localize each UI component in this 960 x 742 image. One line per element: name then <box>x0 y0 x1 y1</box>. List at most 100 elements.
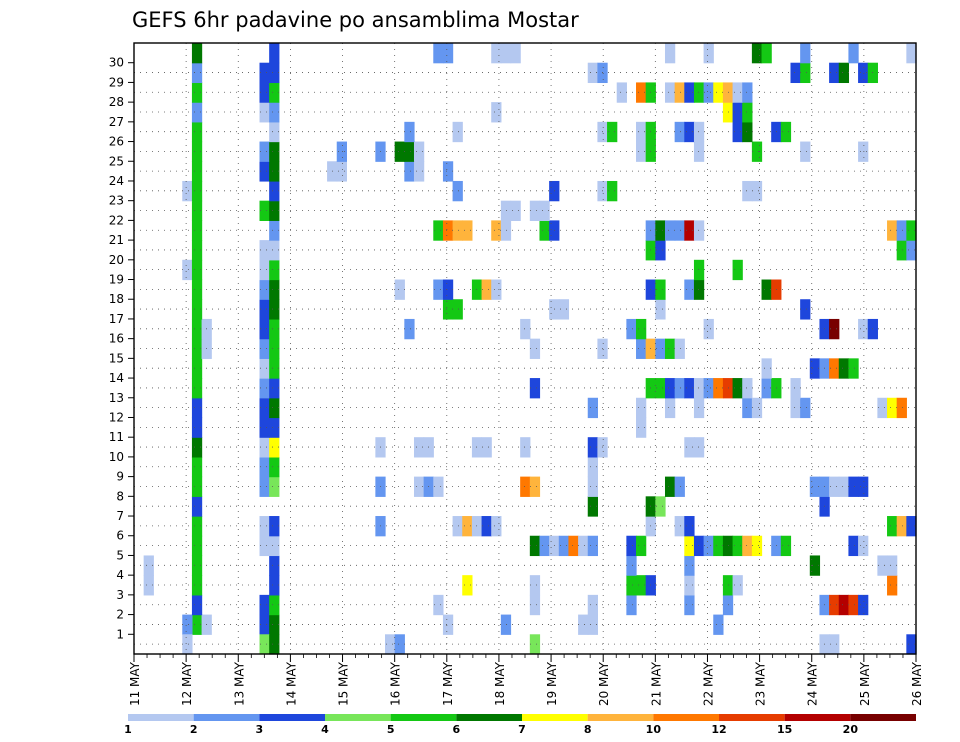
x-tick-label: 20 MAY <box>597 661 611 706</box>
y-tick-label: 17 <box>109 312 124 326</box>
heat-cell <box>191 180 203 202</box>
heat-cell <box>684 594 695 616</box>
heat-cell <box>655 299 666 320</box>
heat-cell <box>684 279 695 300</box>
heat-cell <box>269 299 280 320</box>
y-tick-label: 27 <box>109 115 124 129</box>
heat-cell <box>655 496 666 517</box>
heat-cell <box>529 378 541 399</box>
legend-swatch <box>456 714 522 721</box>
heat-cell <box>858 318 869 340</box>
heat-cell <box>481 516 492 537</box>
x-tick-label: 25 MAY <box>858 661 872 706</box>
heat-cell <box>433 220 444 241</box>
heat-cell <box>259 161 270 182</box>
heat-cell <box>259 299 270 320</box>
heat-cell <box>887 516 898 537</box>
heat-cell <box>433 594 444 616</box>
y-tick-label: 10 <box>109 450 124 464</box>
heat-cell <box>693 121 705 143</box>
legend-swatch <box>653 714 719 721</box>
heat-cell <box>269 200 280 221</box>
heat-cell <box>269 240 280 261</box>
heat-cell <box>684 82 695 103</box>
heat-cell <box>269 318 280 340</box>
heat-cell <box>433 43 444 64</box>
heat-cell <box>558 299 570 320</box>
heat-cell <box>713 535 724 557</box>
legend-swatch <box>259 714 325 721</box>
heat-cell <box>906 634 917 655</box>
x-tick-label: 17 MAY <box>441 661 455 706</box>
heat-cell <box>191 338 203 359</box>
heat-cell <box>906 516 917 537</box>
legend-label: 2 <box>190 723 198 736</box>
heat-cell <box>500 614 512 635</box>
heat-cell <box>587 476 598 497</box>
chart-title: GEFS 6hr padavine po ansamblima Mostar <box>132 8 579 32</box>
y-tick-label: 23 <box>109 194 124 208</box>
heat-cell <box>684 575 695 596</box>
heat-cell <box>693 141 705 162</box>
heat-cell <box>684 516 695 537</box>
heat-cell <box>500 200 512 221</box>
heat-cell <box>655 338 666 359</box>
legend-label: 1 <box>124 723 132 736</box>
heat-cell <box>259 614 270 635</box>
heat-cell <box>751 141 763 162</box>
heat-cell <box>191 555 203 576</box>
heat-cell <box>829 634 840 655</box>
heat-cell <box>636 535 647 557</box>
heat-cell <box>790 397 801 419</box>
legend-label: 6 <box>453 723 461 736</box>
heat-cell <box>452 299 463 320</box>
heat-cell <box>674 220 685 241</box>
legend-label: 5 <box>387 723 395 736</box>
heat-cell <box>636 417 647 438</box>
heat-cell <box>607 180 618 202</box>
heat-cell <box>636 82 647 103</box>
legend-label: 8 <box>584 723 592 736</box>
y-tick-label: 20 <box>109 253 124 267</box>
heat-cell <box>182 259 193 281</box>
heat-cell <box>636 338 647 359</box>
heat-cell <box>626 575 637 596</box>
heat-cell <box>906 220 917 241</box>
heat-cell <box>259 358 270 379</box>
heat-cell <box>269 358 280 379</box>
heat-cell <box>471 516 483 537</box>
heat-cell <box>191 516 203 537</box>
heat-cell <box>182 180 193 202</box>
heat-cell <box>336 141 347 162</box>
y-tick-label: 6 <box>116 529 124 543</box>
heat-cell <box>269 516 280 537</box>
heat-cell <box>848 43 859 64</box>
heat-cell <box>780 535 792 557</box>
heat-cell <box>269 378 280 399</box>
heat-cell <box>896 397 907 419</box>
heat-cell <box>578 614 589 635</box>
heat-cell <box>887 555 898 576</box>
heat-cell <box>269 575 280 596</box>
x-axis: 11 MAY 12 MAY 13 MAY 14 MAY 15 MAY 16 MAY 17 M… <box>128 654 924 706</box>
heat-cell <box>269 437 280 458</box>
heat-cell <box>751 535 763 557</box>
heat-cell <box>790 378 801 399</box>
heat-cell <box>413 161 425 182</box>
heat-cell <box>664 82 676 103</box>
heat-cell <box>829 594 840 616</box>
heat-cell <box>693 397 705 419</box>
heat-cell <box>800 299 811 320</box>
heat-cell <box>684 121 695 143</box>
y-tick-label: 2 <box>116 608 124 622</box>
heat-cell <box>259 259 270 281</box>
heat-cell <box>626 555 637 576</box>
heat-cell <box>751 43 763 64</box>
heat-cell <box>191 575 203 596</box>
heat-cell <box>703 82 714 103</box>
heat-cell <box>693 220 705 241</box>
heat-cell <box>664 476 676 497</box>
heat-cell <box>182 614 193 635</box>
heat-cell <box>800 397 811 419</box>
heat-cell <box>539 535 550 557</box>
